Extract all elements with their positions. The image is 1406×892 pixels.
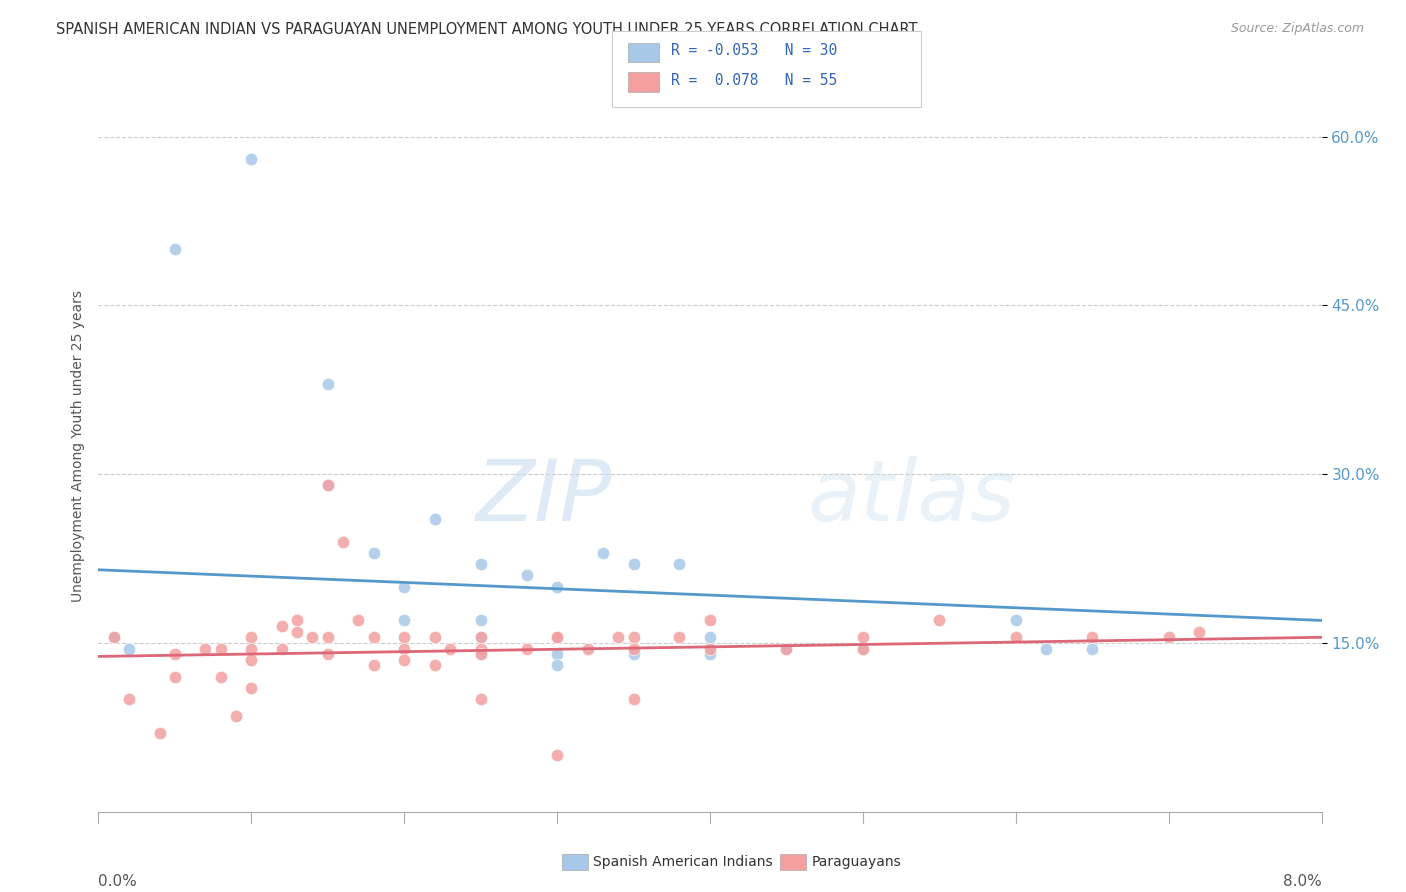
Point (392, 630, 416, 644)
Point (285, 624, 308, 639)
Text: 0.0%: 0.0% (98, 873, 138, 888)
Text: atlas: atlas (808, 456, 1017, 539)
Point (546, 630, 568, 644)
Point (852, 641, 875, 656)
Point (423, 658, 446, 673)
Point (316, 478, 339, 492)
Point (363, 630, 385, 644)
Point (163, 647, 186, 661)
Point (103, 630, 125, 644)
Point (423, 512, 446, 526)
Point (103, 630, 125, 644)
Point (392, 653, 416, 667)
Point (470, 647, 492, 661)
Point (363, 658, 385, 673)
Point (516, 641, 538, 656)
Point (775, 641, 797, 656)
Point (240, 653, 263, 667)
Point (470, 614, 492, 628)
Point (470, 647, 492, 661)
Text: Paraguayans: Paraguayans (811, 855, 901, 869)
Point (392, 580, 416, 594)
Point (592, 546, 614, 560)
Text: 8.0%: 8.0% (1282, 873, 1322, 888)
Point (668, 557, 690, 571)
Point (699, 647, 721, 661)
Point (546, 580, 568, 594)
Point (470, 557, 492, 571)
Point (209, 641, 232, 656)
Point (623, 641, 645, 656)
Point (623, 647, 645, 661)
Text: R = -0.053   N = 30: R = -0.053 N = 30 (671, 44, 837, 58)
Point (163, 670, 186, 684)
Point (194, 641, 217, 656)
Point (546, 630, 568, 644)
Point (546, 647, 568, 661)
Point (1004, 614, 1026, 628)
Point (225, 709, 247, 723)
Text: R =  0.078   N = 55: R = 0.078 N = 55 (671, 73, 837, 87)
Point (118, 692, 141, 706)
Point (301, 630, 323, 644)
Point (270, 619, 294, 633)
Point (240, 681, 263, 695)
Point (470, 692, 492, 706)
Point (316, 630, 339, 644)
Point (546, 658, 568, 673)
Point (270, 641, 294, 656)
Point (607, 630, 630, 644)
Point (852, 630, 875, 644)
Point (363, 546, 385, 560)
Point (470, 641, 492, 656)
Point (149, 726, 172, 740)
Point (163, 242, 186, 256)
Point (576, 641, 599, 656)
Point (1081, 630, 1104, 644)
Point (470, 630, 492, 644)
Point (316, 377, 339, 392)
Point (439, 641, 461, 656)
Point (332, 534, 354, 549)
Point (546, 630, 568, 644)
Point (392, 641, 416, 656)
Point (516, 568, 538, 582)
Point (699, 614, 721, 628)
Point (316, 647, 339, 661)
Point (240, 641, 263, 656)
Point (423, 630, 446, 644)
Point (928, 614, 950, 628)
Y-axis label: Unemployment Among Youth under 25 years: Unemployment Among Youth under 25 years (70, 290, 84, 602)
Point (285, 614, 308, 628)
Point (240, 152, 263, 166)
Text: SPANISH AMERICAN INDIAN VS PARAGUAYAN UNEMPLOYMENT AMONG YOUTH UNDER 25 YEARS CO: SPANISH AMERICAN INDIAN VS PARAGUAYAN UN… (56, 22, 918, 37)
Point (623, 692, 645, 706)
Point (623, 630, 645, 644)
Point (1157, 630, 1180, 644)
Point (118, 641, 141, 656)
Point (316, 478, 339, 492)
Point (623, 557, 645, 571)
Point (852, 641, 875, 656)
Point (1188, 624, 1211, 639)
Point (347, 614, 370, 628)
Point (470, 630, 492, 644)
Point (1081, 641, 1104, 656)
Text: ZIP: ZIP (475, 456, 612, 539)
Point (240, 630, 263, 644)
Point (1035, 641, 1057, 656)
Point (699, 641, 721, 656)
Point (209, 670, 232, 684)
Point (775, 641, 797, 656)
Point (699, 630, 721, 644)
Point (1004, 630, 1026, 644)
Point (668, 630, 690, 644)
Point (546, 748, 568, 763)
Point (392, 614, 416, 628)
Text: Source: ZipAtlas.com: Source: ZipAtlas.com (1230, 22, 1364, 36)
Text: Spanish American Indians: Spanish American Indians (593, 855, 773, 869)
